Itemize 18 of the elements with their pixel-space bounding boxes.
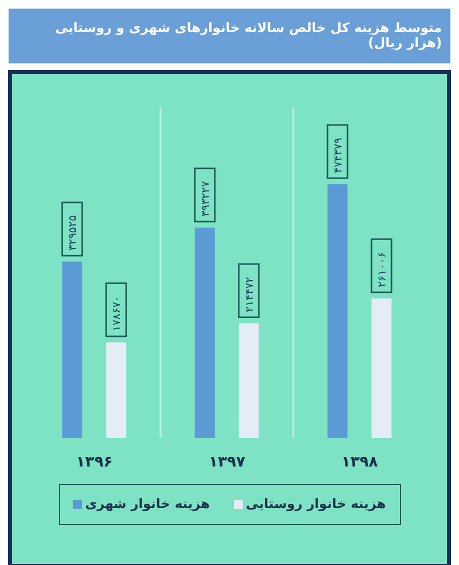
legend-label: هزینه خانوار شهری [85, 497, 210, 512]
data-label: ۳۲۹۵۲۵ [66, 215, 80, 251]
bar [328, 184, 348, 438]
data-label: ۲۶۱۰۰۶ [376, 252, 388, 288]
x-tick-label: ۱۳۹۶ [76, 452, 113, 471]
bar [372, 298, 392, 438]
bar [62, 262, 82, 438]
bar [238, 323, 259, 438]
data-label: ۱۷۸۶۷۰ [110, 296, 124, 332]
x-tick-label: ۱۳۹۷ [208, 452, 246, 471]
data-label: ۲۱۴۴۷۲ [242, 276, 256, 312]
x-tick-label: ۱۳۹۸ [341, 452, 378, 471]
bar [106, 342, 126, 438]
bar [194, 228, 215, 438]
data-label: ۴۷۴۳۷۹ [332, 138, 344, 174]
data-label: ۳۹۳۲۲۷ [198, 181, 212, 217]
legend-label: هزینه خانوار روستایی [246, 497, 386, 512]
chart-title: متوسط هزینه کل خالص سالانه خانوارهای شهری و روستایی (هزار ریال) [8, 8, 451, 64]
